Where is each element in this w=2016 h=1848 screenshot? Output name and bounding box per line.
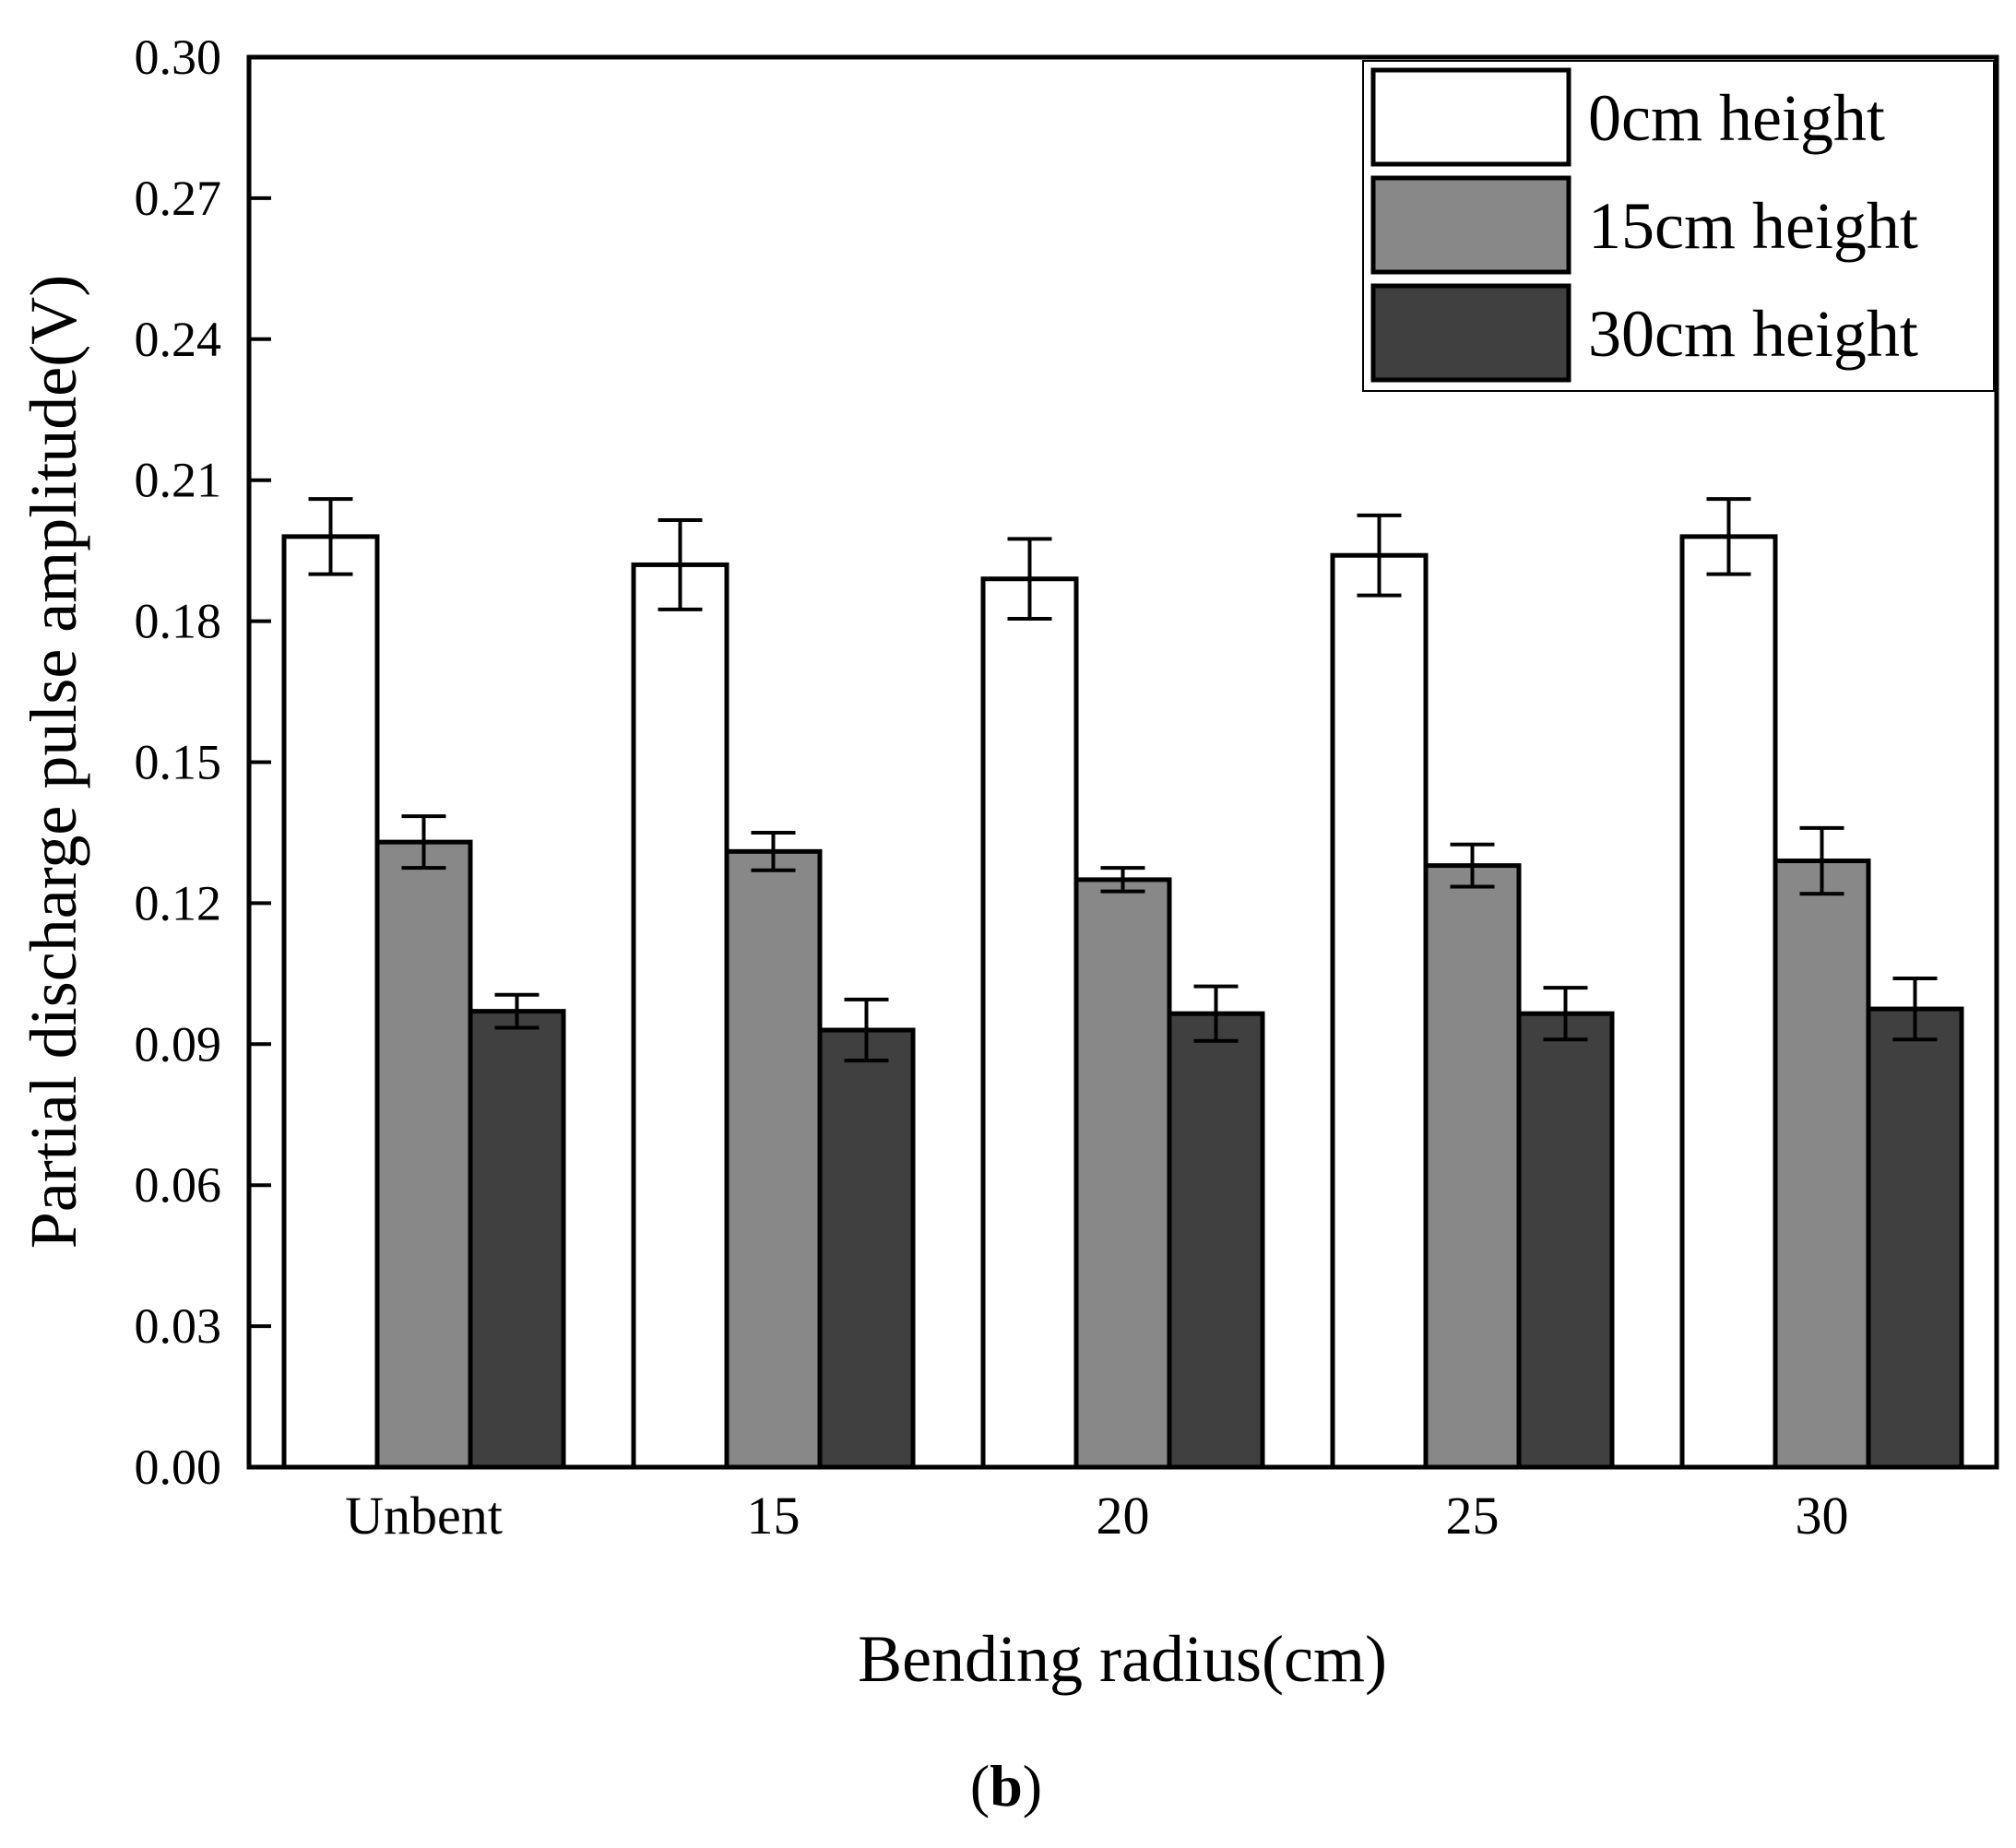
bar-15cm-height-15	[724, 848, 823, 1470]
legend-swatch	[1370, 283, 1571, 383]
error-bar	[1357, 513, 1402, 598]
legend-swatch	[1370, 175, 1571, 275]
error-bar	[308, 497, 353, 576]
y-tick-label: 0.00	[135, 1439, 222, 1495]
bar-0cm-height-25	[1330, 552, 1429, 1470]
y-tick-label: 0.21	[135, 453, 222, 508]
y-tick-label: 0.24	[135, 312, 222, 367]
error-bar	[1193, 984, 1239, 1043]
error-bar	[1706, 497, 1751, 576]
y-tick-label: 0.15	[135, 735, 222, 790]
x-tick-label: 20	[1097, 1486, 1150, 1546]
x-tick-label: 30	[1796, 1486, 1849, 1546]
panel-label-open: (	[970, 1753, 990, 1818]
legend-swatch	[1370, 67, 1571, 167]
error-bar	[1007, 537, 1052, 622]
x-tick-label: Unbent	[345, 1486, 503, 1546]
error-bar	[494, 992, 540, 1030]
bar-30cm-height-25	[1516, 1011, 1615, 1470]
bar-0cm-height-15	[631, 562, 729, 1470]
bar-15cm-height-25	[1423, 863, 1522, 1470]
legend: 0cm height 15cm height 30cm height	[1362, 60, 1995, 392]
bar-30cm-height-20	[1167, 1011, 1265, 1470]
errorbars-layer	[308, 497, 1938, 1063]
legend-item: 30cm height	[1370, 283, 1918, 383]
legend-item: 0cm height	[1370, 67, 1885, 167]
legend-label: 0cm height	[1588, 81, 1885, 155]
legend-label: 30cm height	[1588, 297, 1918, 371]
error-bar	[1100, 866, 1145, 894]
legend-label: 15cm height	[1588, 189, 1918, 263]
bar-0cm-height-unbent	[281, 534, 380, 1470]
panel-label-close: )	[1023, 1753, 1042, 1818]
panel-label-letter: b	[990, 1753, 1023, 1818]
panel-label: (b)	[970, 1753, 1042, 1818]
bar-30cm-height-15	[817, 1027, 916, 1470]
error-bar	[401, 814, 446, 871]
bars-layer	[281, 534, 1964, 1470]
bar-15cm-height-20	[1073, 877, 1172, 1470]
legend-item: 15cm height	[1370, 175, 1918, 275]
bar-15cm-height-30	[1773, 859, 1871, 1470]
y-axis-title: Partial discharge pulse amplitude(V)	[17, 275, 90, 1249]
error-bar	[1543, 986, 1588, 1042]
error-bar	[751, 830, 796, 872]
y-tick-label: 0.27	[135, 171, 222, 226]
bar-0cm-height-20	[980, 576, 1079, 1470]
y-tick-label: 0.12	[135, 875, 222, 930]
y-tick-label: 0.18	[135, 594, 222, 649]
x-tick-label: 15	[747, 1486, 800, 1546]
x-axis: Unbent 15 20 25 30	[345, 1486, 1848, 1546]
y-tick-label: 0.06	[135, 1157, 222, 1213]
bar-30cm-height-unbent	[468, 1009, 566, 1470]
bar-0cm-height-30	[1679, 534, 1778, 1470]
error-bar	[658, 518, 703, 611]
y-tick-label: 0.03	[135, 1298, 222, 1354]
error-bar	[844, 997, 889, 1063]
error-bar	[1799, 825, 1844, 896]
bar-30cm-height-30	[1866, 1006, 1964, 1470]
y-axis: 0.00 0.03 0.06 0.09 0.12 0.15 0.18 0.21 0.24 0.27…	[135, 30, 271, 1495]
x-axis-title: Bending radius(cm)	[858, 1622, 1387, 1696]
x-tick-label: 25	[1446, 1486, 1500, 1546]
bar-15cm-height-unbent	[374, 839, 473, 1470]
y-tick-label: 0.09	[135, 1016, 222, 1072]
error-bar	[1450, 842, 1495, 889]
y-tick-label: 0.30	[135, 30, 222, 85]
error-bar	[1892, 976, 1938, 1042]
